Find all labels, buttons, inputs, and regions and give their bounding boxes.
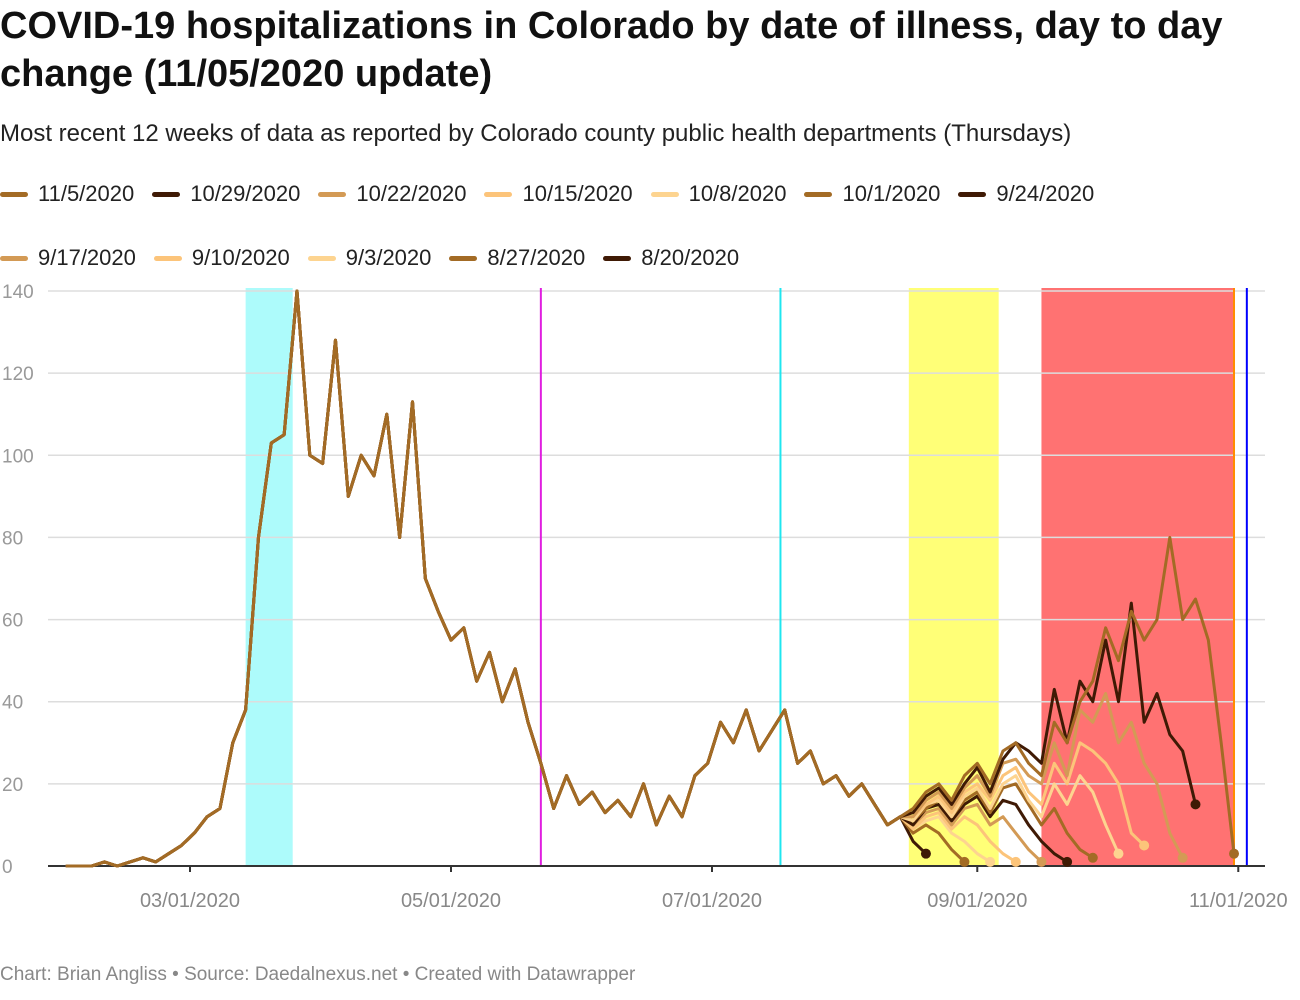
legend-label: 10/22/2020	[356, 181, 467, 206]
legend-label: 8/27/2020	[487, 245, 586, 270]
series-end-dot	[1190, 799, 1201, 810]
legend-label: 10/8/2020	[688, 181, 787, 206]
series-end-dot	[1113, 848, 1124, 859]
series-end-dot	[1036, 856, 1047, 867]
legend-swatch	[318, 191, 347, 197]
y-tick-label: 100	[2, 446, 34, 467]
legend-swatch	[650, 191, 679, 197]
series-end-dot	[1229, 848, 1239, 859]
y-tick-label: 120	[2, 364, 34, 385]
legend-item: 10/22/2020	[318, 180, 466, 208]
legend-item: 8/20/2020	[603, 244, 739, 272]
highlight-band	[245, 288, 293, 866]
legend-item: 10/1/2020	[804, 180, 940, 208]
series-line-10-29-2020	[65, 289, 1197, 868]
legend-label: 9/24/2020	[996, 181, 1095, 206]
series-end-dot	[985, 856, 996, 867]
legend-label: 8/20/2020	[641, 245, 740, 270]
legend-label: 10/29/2020	[190, 181, 301, 206]
legend-label: 10/15/2020	[522, 181, 633, 206]
highlight-band	[908, 288, 999, 866]
legend-swatch	[0, 191, 28, 197]
y-tick-label: 60	[2, 611, 23, 632]
legend-item: 8/27/2020	[449, 244, 585, 272]
y-tick-label: 40	[2, 693, 23, 714]
legend-label: 11/5/2020	[38, 181, 135, 206]
y-tick-label: 20	[2, 775, 23, 796]
y-tick-label: 0	[2, 857, 13, 878]
y-tick-label: 140	[2, 282, 34, 303]
legend-item: 10/8/2020	[650, 180, 787, 208]
legend-item: 10/15/2020	[484, 180, 633, 208]
chart-footer: Chart: Brian Angliss • Source: Daedalnex…	[0, 964, 636, 985]
chart-subtitle: Most recent 12 weeks of data as reported…	[0, 120, 1072, 147]
series-end-dot	[1010, 856, 1021, 867]
legend-swatch	[307, 255, 336, 261]
legend-swatch	[449, 255, 478, 261]
y-tick-label: 80	[2, 528, 23, 549]
legend-swatch	[603, 255, 632, 261]
series-line-11-5-2020	[65, 289, 1236, 868]
legend-swatch	[804, 191, 833, 197]
legend-item: 9/17/2020	[0, 244, 136, 272]
legend-swatch	[958, 191, 987, 197]
series-end-dot	[1139, 840, 1150, 851]
series-line-10-22-2020	[65, 289, 1184, 868]
legend-item: 9/3/2020	[307, 244, 432, 272]
x-tick-label: 09/01/2020	[927, 890, 1027, 912]
legend-swatch	[484, 191, 513, 197]
legend-item: 10/29/2020	[152, 180, 300, 208]
series-end-dot	[920, 848, 931, 859]
series-end-dot	[1177, 852, 1188, 863]
legend-swatch	[152, 191, 181, 197]
legend-swatch	[0, 255, 28, 261]
legend-item: 11/5/2020	[0, 180, 134, 208]
legend-label: 9/10/2020	[191, 245, 290, 270]
series-line-8-20-2020	[65, 289, 927, 868]
series-line-9-3-2020	[65, 289, 991, 868]
legend-item: 9/10/2020	[153, 244, 290, 272]
x-tick-label: 05/01/2020	[401, 890, 501, 912]
legend-label: 10/1/2020	[842, 181, 941, 206]
series-end-dot	[1087, 852, 1098, 863]
legend: 11/5/2020 10/29/2020 10/22/2020 10/15/2020 1…	[0, 180, 1290, 272]
legend-label: 9/3/2020	[345, 245, 432, 270]
legend-item: 9/24/2020	[958, 180, 1094, 208]
highlight-band	[1041, 288, 1234, 866]
series-end-dot	[1062, 856, 1073, 867]
x-tick-label: 03/01/2020	[140, 890, 240, 912]
legend-label: 9/17/2020	[38, 245, 136, 270]
x-tick-label: 07/01/2020	[662, 890, 762, 912]
series-line-9-17-2020	[65, 289, 1043, 868]
series-end-dot	[959, 856, 970, 867]
legend-swatch	[153, 255, 182, 261]
x-tick-label: 11/01/2020	[1189, 890, 1288, 912]
chart-title: COVID-19 hospitalizations in Colorado by…	[0, 5, 1223, 95]
